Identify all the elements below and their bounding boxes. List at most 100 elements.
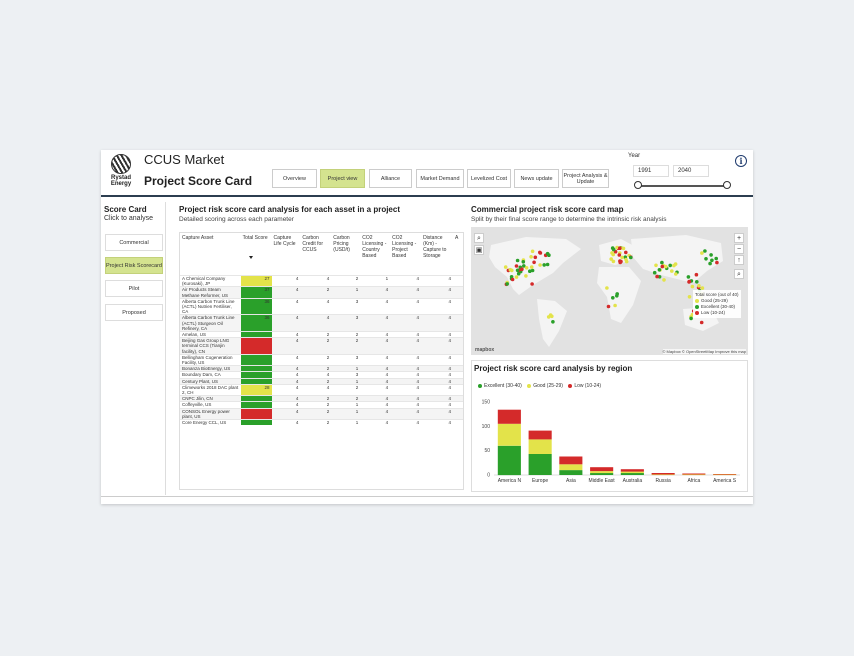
table-row[interactable]: Bonanza BioEnergy, US 4 2 1 4 4 4 bbox=[180, 365, 463, 372]
project-marker[interactable] bbox=[703, 249, 707, 253]
table-row[interactable]: Boundary Dam, CA 4 4 3 4 4 4 bbox=[180, 371, 463, 379]
bar-segment[interactable] bbox=[713, 474, 737, 475]
column-header[interactable]: Capture Asset bbox=[182, 235, 214, 241]
project-marker[interactable] bbox=[538, 251, 543, 255]
world-map[interactable]: ⌕ ▣ + − ↑ ⌕ Total score (out of 40) Good… bbox=[471, 227, 748, 355]
sidebar-button-project-risk-scorecard[interactable]: Project Risk Scorecard bbox=[105, 257, 163, 274]
project-marker[interactable] bbox=[694, 272, 699, 277]
project-marker[interactable] bbox=[687, 295, 692, 299]
project-marker[interactable] bbox=[514, 275, 519, 279]
mapbox-logo[interactable]: mapbox bbox=[475, 347, 495, 353]
project-marker[interactable] bbox=[704, 257, 708, 261]
project-marker[interactable] bbox=[611, 259, 616, 264]
tab-overview[interactable]: Overview bbox=[272, 169, 317, 188]
table-row[interactable]: Core Energy CCL, US 4 2 1 4 4 4 bbox=[180, 419, 463, 426]
project-marker[interactable] bbox=[538, 263, 542, 267]
project-marker[interactable] bbox=[528, 269, 532, 273]
project-marker[interactable] bbox=[700, 286, 705, 290]
bar-segment[interactable] bbox=[528, 454, 552, 475]
map-attribution[interactable]: © Mapbox © OpenStreetMap Improve this ma… bbox=[662, 349, 746, 354]
bar-segment[interactable] bbox=[590, 471, 614, 474]
project-marker[interactable] bbox=[621, 246, 626, 251]
bar-segment[interactable] bbox=[528, 430, 552, 440]
project-marker[interactable] bbox=[689, 316, 693, 321]
project-marker[interactable] bbox=[529, 255, 533, 259]
project-marker[interactable] bbox=[530, 268, 535, 273]
bar-segment[interactable] bbox=[528, 439, 552, 454]
project-marker[interactable] bbox=[609, 257, 613, 261]
table-row[interactable]: Beijing Gas Group LNG terminal CCS (Tian… bbox=[180, 337, 463, 355]
project-marker[interactable] bbox=[715, 260, 719, 265]
project-marker[interactable] bbox=[530, 282, 534, 286]
table-row[interactable]: Alberta Carbon Trunk Line (ACTL) Nutrien… bbox=[180, 297, 463, 315]
table-row[interactable]: Amelan, US 4 2 2 4 4 4 bbox=[180, 331, 463, 338]
project-marker[interactable] bbox=[710, 258, 714, 263]
project-marker[interactable] bbox=[618, 259, 622, 263]
project-marker[interactable] bbox=[529, 265, 534, 269]
tab-levelized-cost[interactable]: Levelized Cost bbox=[467, 169, 511, 188]
project-marker[interactable] bbox=[542, 263, 546, 267]
project-marker[interactable] bbox=[545, 251, 550, 256]
project-marker[interactable] bbox=[610, 251, 614, 255]
table-row[interactable]: Century Plant, US 4 2 1 4 4 4 bbox=[180, 377, 463, 385]
bar-segment[interactable] bbox=[651, 474, 675, 476]
project-marker[interactable] bbox=[524, 266, 529, 270]
bar-segment[interactable] bbox=[620, 473, 644, 475]
project-marker[interactable] bbox=[515, 258, 520, 263]
project-marker[interactable] bbox=[503, 265, 508, 269]
project-marker[interactable] bbox=[522, 264, 526, 268]
project-marker[interactable] bbox=[660, 264, 665, 269]
sidebar-button-pilot[interactable]: Pilot bbox=[105, 280, 163, 297]
column-header[interactable]: A bbox=[454, 235, 459, 241]
project-marker[interactable] bbox=[686, 275, 691, 279]
project-marker[interactable] bbox=[533, 255, 538, 260]
project-marker[interactable] bbox=[662, 278, 666, 282]
table-row[interactable]: A Chemical Company (Kurosaki), JP 27 4 4 2 1 4… bbox=[180, 274, 463, 287]
project-marker[interactable] bbox=[673, 262, 678, 266]
column-header[interactable]: CO2 Licensing - Country Based bbox=[362, 235, 387, 259]
project-marker[interactable] bbox=[629, 255, 633, 260]
project-marker[interactable] bbox=[510, 277, 515, 282]
project-marker[interactable] bbox=[670, 269, 674, 273]
bar-segment[interactable] bbox=[682, 474, 706, 476]
bar-segment[interactable] bbox=[559, 464, 583, 471]
project-marker[interactable] bbox=[520, 267, 524, 271]
project-marker[interactable] bbox=[613, 303, 617, 308]
table-row[interactable]: Bellingham Cogeneration Facility, US 4 2 3 4… bbox=[180, 353, 463, 366]
project-marker[interactable] bbox=[690, 284, 695, 289]
bar-segment[interactable] bbox=[651, 473, 675, 475]
project-marker[interactable] bbox=[505, 282, 509, 286]
zoom-in-icon[interactable]: + bbox=[734, 233, 744, 243]
project-marker[interactable] bbox=[530, 249, 535, 254]
tab-alliance[interactable]: Alliance bbox=[369, 169, 412, 188]
bar-segment[interactable] bbox=[620, 469, 644, 472]
project-marker[interactable] bbox=[714, 256, 718, 261]
sidebar-button-commercial[interactable]: Commercial bbox=[105, 234, 163, 251]
bar-segment[interactable] bbox=[713, 474, 737, 476]
tab-project-analysis[interactable]: Project Analysis & Update bbox=[562, 169, 609, 188]
reset-north-icon[interactable]: ↑ bbox=[734, 255, 744, 265]
project-marker[interactable] bbox=[624, 250, 628, 255]
table-row[interactable]: CNPC Jilin, CN 4 2 2 4 4 4 bbox=[180, 395, 463, 402]
bar-segment[interactable] bbox=[497, 423, 521, 446]
bar-segment[interactable] bbox=[682, 473, 706, 475]
tab-market-demand[interactable]: Market Demand bbox=[416, 169, 464, 188]
table-row[interactable]: Climeworks 2018 DAC plant 2, CH 28 4 4 2 4 4 4 bbox=[180, 383, 463, 396]
bar-segment[interactable] bbox=[620, 471, 644, 474]
year-slider-end-handle[interactable] bbox=[723, 181, 731, 189]
project-marker[interactable] bbox=[652, 270, 657, 275]
project-marker[interactable] bbox=[524, 274, 528, 278]
column-header[interactable]: Carbon Pricing (USD/t) bbox=[333, 235, 350, 253]
project-marker[interactable] bbox=[695, 280, 699, 284]
column-header[interactable]: CO2 Licensing - Project Based bbox=[392, 235, 417, 259]
column-header[interactable]: Total Score bbox=[241, 233, 272, 276]
project-marker[interactable] bbox=[700, 251, 704, 255]
column-header[interactable]: Carbon Credit for CCUS bbox=[302, 235, 323, 253]
project-marker[interactable] bbox=[615, 245, 619, 250]
project-marker[interactable] bbox=[615, 292, 619, 296]
project-marker[interactable] bbox=[655, 274, 659, 279]
project-marker[interactable] bbox=[545, 262, 550, 267]
year-from-input[interactable]: 1991 bbox=[633, 165, 669, 177]
project-marker[interactable] bbox=[697, 284, 701, 288]
bar-segment[interactable] bbox=[590, 473, 614, 475]
